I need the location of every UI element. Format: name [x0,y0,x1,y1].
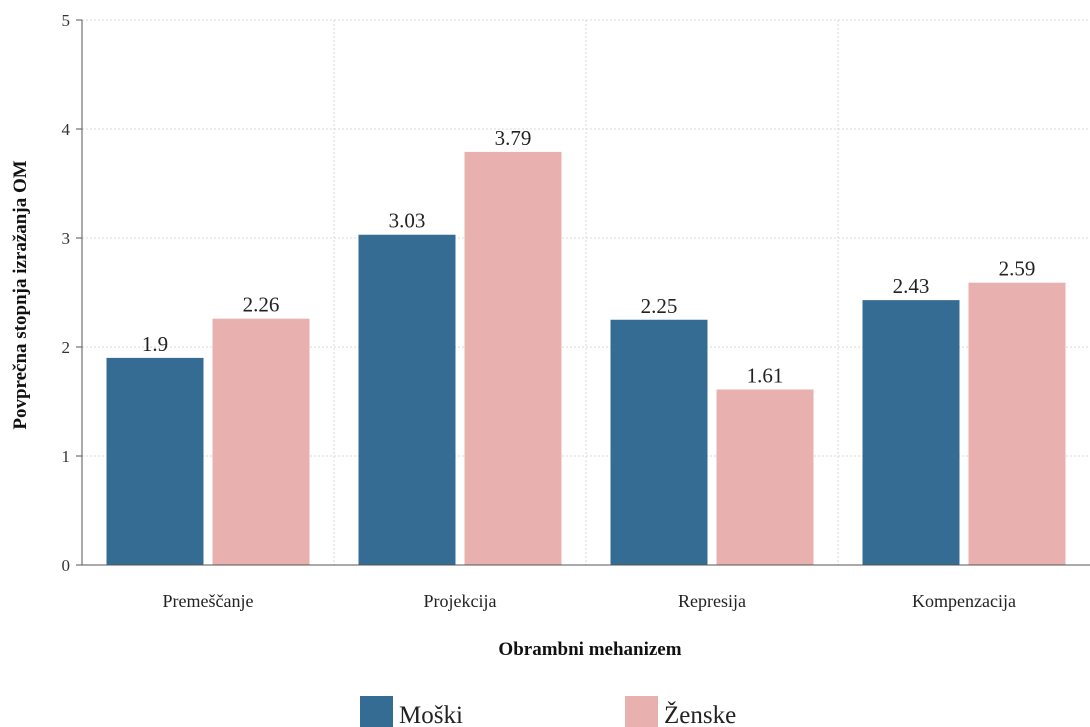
bar-series1 [106,357,204,565]
y-tick-label: 3 [62,229,71,248]
axes [76,19,1090,566]
bars [106,151,1066,566]
legend-label: Ženske [664,701,736,727]
legend: Moški Ženske [360,696,736,727]
legend-swatch [625,696,658,727]
y-tick-label: 5 [62,11,71,30]
y-tick-label: 0 [62,556,71,575]
x-tick-label: Projekcija [424,591,497,611]
x-axis-title: Obrambni mehanizem [498,639,681,660]
data-label: 1.61 [747,364,784,388]
x-tick-label: Premeščanje [163,591,254,611]
y-tick-label: 4 [62,120,71,139]
data-label: 2.25 [641,294,678,318]
bar-series1 [610,319,708,565]
bar-series2 [212,318,310,565]
x-tick-label: Kompenzacija [912,591,1016,611]
legend-label: Moški [399,702,463,727]
bar-series2 [968,282,1066,565]
labels: 0 1 2 3 4 5 1.9 2.26 Premeščanje 3.03 3.79 Projekci… [62,11,1036,611]
data-label: 1.9 [142,332,168,356]
data-label: 2.59 [999,257,1036,281]
legend-swatch [360,696,393,727]
data-label: 2.43 [893,274,930,298]
data-label: 3.03 [389,209,426,233]
x-tick-label: Represija [678,591,746,611]
y-tick-label: 2 [62,338,71,357]
data-label: 3.79 [495,126,532,150]
y-axis-title: Povprečna stopnja izražanja OM [10,160,31,429]
y-tick-label: 1 [62,447,71,466]
bar-series2 [716,389,814,565]
bar-series1 [862,300,960,565]
bar-series2 [464,151,562,565]
data-label: 2.26 [243,293,280,317]
bar-series1 [358,234,456,566]
